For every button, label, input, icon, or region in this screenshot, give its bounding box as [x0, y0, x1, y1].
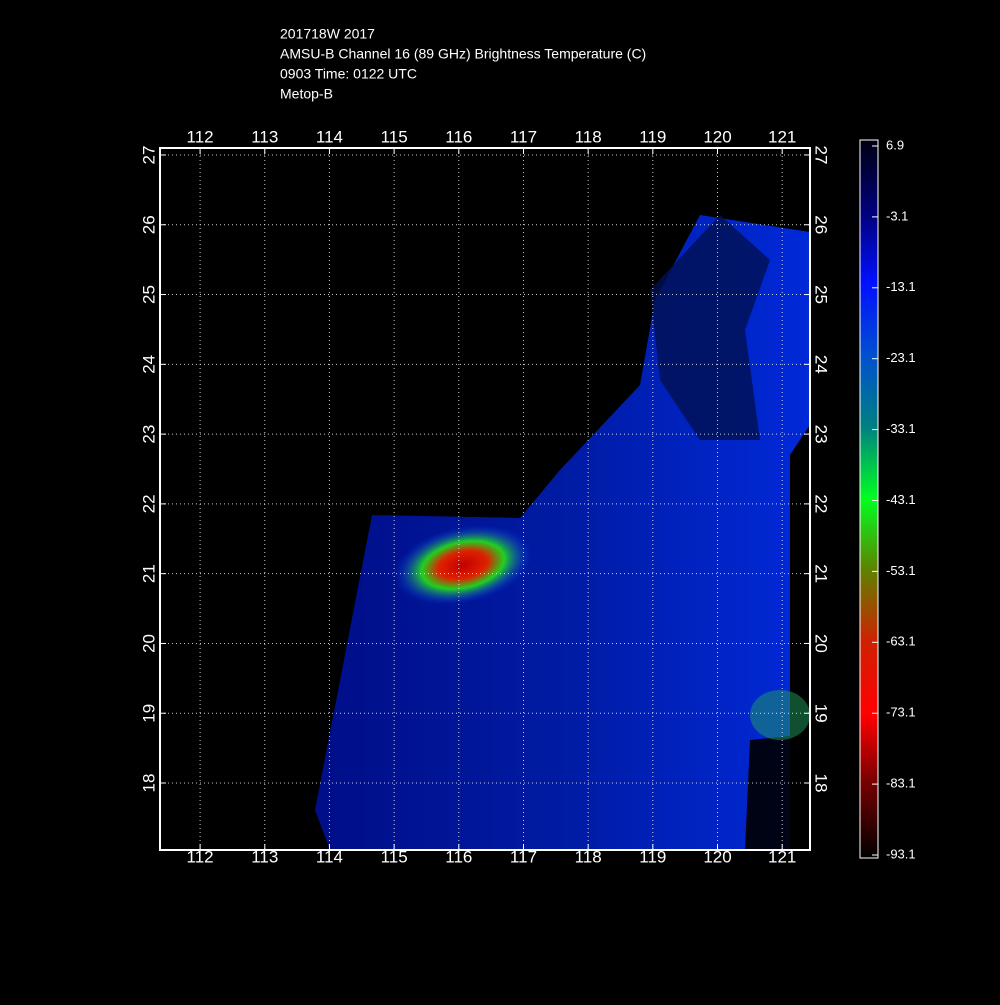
- lat-tick-label: 21: [812, 564, 831, 583]
- lon-tick-label: 117: [510, 127, 537, 146]
- lon-tick-label: 119: [639, 847, 666, 866]
- lat-tick-label: 20: [139, 634, 158, 653]
- lon-tick-label: 114: [316, 847, 343, 866]
- lat-tick-label: 18: [812, 774, 831, 793]
- colorbar-label: -53.1: [886, 563, 916, 578]
- lat-tick-label: 22: [139, 494, 158, 513]
- header-line: Metop-B: [280, 86, 333, 102]
- header-line: 201718W 2017: [280, 26, 375, 42]
- colorbar-label: -73.1: [886, 705, 916, 720]
- colorbar-label: -23.1: [886, 350, 916, 365]
- lat-tick-label: 25: [812, 285, 831, 304]
- header-line: AMSU-B Channel 16 (89 GHz) Brightness Te…: [280, 46, 646, 62]
- lat-tick-label: 23: [139, 425, 158, 444]
- lat-tick-label: 23: [812, 425, 831, 444]
- lat-tick-label: 26: [812, 215, 831, 234]
- colorbar: [859, 139, 879, 859]
- colorbar-label: -33.1: [886, 421, 916, 436]
- lat-tick-label: 19: [812, 704, 831, 723]
- grid: [160, 148, 810, 850]
- lon-tick-label: 113: [251, 127, 278, 146]
- axis-labels: 112 112 113 113 114 114 115 115 116 116 117 117 118 1…: [139, 127, 830, 866]
- lon-tick-label: 116: [445, 847, 472, 866]
- lat-tick-label: 20: [812, 634, 831, 653]
- lat-tick-label: 27: [812, 146, 831, 165]
- lat-tick-label: 22: [812, 494, 831, 513]
- lon-tick-label: 112: [187, 847, 214, 866]
- lon-tick-label: 118: [575, 847, 602, 866]
- lon-tick-label: 117: [510, 847, 537, 866]
- lon-tick-label: 116: [445, 127, 472, 146]
- colorbar-labels: 6.9 -3.1 -13.1 -23.1 -33.1 -43.1 -53.1 -63.1 -73…: [872, 137, 916, 861]
- colorbar-label: -83.1: [886, 776, 916, 791]
- lon-tick-label: 115: [381, 847, 408, 866]
- colorbar-label: -63.1: [886, 634, 916, 649]
- lon-tick-label: 113: [251, 847, 278, 866]
- colorbar-label: -3.1: [886, 208, 908, 223]
- colorbar-label: 6.9: [886, 137, 904, 152]
- lon-tick-label: 118: [575, 127, 602, 146]
- header: 201718W 2017 AMSU-B Channel 16 (89 GHz) B…: [280, 26, 646, 102]
- lat-tick-label: 18: [139, 774, 158, 793]
- colorbar-label: -43.1: [886, 492, 916, 507]
- lon-tick-label: 114: [316, 127, 343, 146]
- colorbar-label: -93.1: [886, 846, 916, 861]
- lon-tick-label: 121: [768, 127, 796, 146]
- lat-tick-label: 27: [139, 146, 158, 165]
- lat-tick-label: 25: [139, 285, 158, 304]
- lon-tick-label: 119: [639, 127, 666, 146]
- lat-tick-label: 21: [139, 564, 158, 583]
- colorbar-label: -13.1: [886, 279, 916, 294]
- header-line: 0903 Time: 0122 UTC: [280, 66, 417, 82]
- lat-tick-label: 24: [139, 355, 158, 374]
- lon-tick-label: 112: [187, 127, 214, 146]
- lat-tick-label: 24: [812, 355, 831, 374]
- lon-tick-label: 120: [703, 847, 731, 866]
- lon-tick-label: 120: [703, 127, 731, 146]
- imagery: [315, 215, 810, 850]
- lon-tick-label: 115: [381, 127, 408, 146]
- lon-tick-label: 121: [768, 847, 796, 866]
- plot-frame: [159, 147, 811, 851]
- lat-tick-label: 19: [139, 704, 158, 723]
- lat-tick-label: 26: [139, 215, 158, 234]
